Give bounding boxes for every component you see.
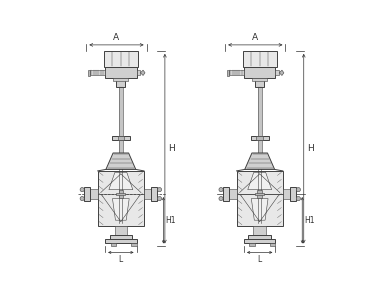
Bar — [252, 78, 267, 81]
Bar — [227, 70, 229, 76]
Polygon shape — [140, 70, 145, 76]
Bar — [151, 187, 158, 201]
Polygon shape — [109, 172, 133, 190]
Polygon shape — [248, 172, 272, 190]
Bar — [258, 140, 262, 153]
Text: L: L — [258, 255, 262, 264]
Polygon shape — [279, 70, 284, 76]
Bar — [111, 244, 116, 247]
Bar — [255, 78, 264, 87]
Text: H1: H1 — [304, 216, 315, 225]
Bar — [105, 239, 137, 244]
Bar — [119, 140, 123, 153]
Text: H1: H1 — [165, 216, 176, 225]
Bar — [90, 189, 98, 199]
Bar — [116, 193, 125, 195]
Bar — [144, 189, 151, 199]
Polygon shape — [245, 153, 275, 169]
Bar — [116, 78, 125, 87]
Polygon shape — [251, 199, 268, 220]
Text: A: A — [113, 33, 120, 42]
Circle shape — [296, 188, 300, 192]
Polygon shape — [113, 199, 129, 220]
Bar — [258, 190, 262, 198]
Bar — [258, 87, 262, 136]
Bar — [275, 70, 279, 76]
Bar — [223, 187, 229, 201]
Bar — [114, 226, 127, 235]
Bar — [237, 171, 283, 226]
Circle shape — [296, 196, 300, 201]
Bar — [244, 67, 275, 78]
Bar — [249, 244, 255, 247]
Bar — [113, 78, 128, 81]
Bar — [229, 189, 237, 199]
Text: H: H — [307, 144, 314, 153]
Circle shape — [219, 188, 223, 192]
Circle shape — [80, 188, 84, 192]
Bar — [131, 244, 137, 247]
Bar — [255, 193, 264, 195]
Bar — [90, 70, 105, 75]
Bar — [110, 235, 132, 239]
Bar — [242, 51, 277, 67]
Bar — [270, 244, 275, 247]
Bar — [283, 189, 290, 199]
Bar — [137, 70, 140, 76]
Circle shape — [158, 196, 161, 201]
Bar — [104, 51, 138, 67]
Text: H: H — [168, 144, 175, 153]
Bar — [105, 67, 137, 78]
Circle shape — [158, 188, 161, 192]
Bar — [98, 171, 144, 226]
Bar — [251, 136, 268, 140]
Bar — [290, 187, 296, 201]
Polygon shape — [106, 153, 136, 169]
Bar — [248, 235, 271, 239]
Text: A: A — [252, 33, 258, 42]
Bar — [119, 87, 123, 136]
Bar — [84, 187, 90, 201]
Circle shape — [219, 196, 223, 201]
Bar — [118, 136, 124, 140]
Bar — [88, 70, 90, 76]
Bar — [244, 239, 275, 244]
Bar — [229, 70, 244, 75]
Bar — [119, 190, 123, 198]
Circle shape — [80, 196, 84, 201]
Text: L: L — [119, 255, 123, 264]
Bar — [253, 226, 266, 235]
Bar — [256, 136, 263, 140]
Bar — [112, 136, 130, 140]
